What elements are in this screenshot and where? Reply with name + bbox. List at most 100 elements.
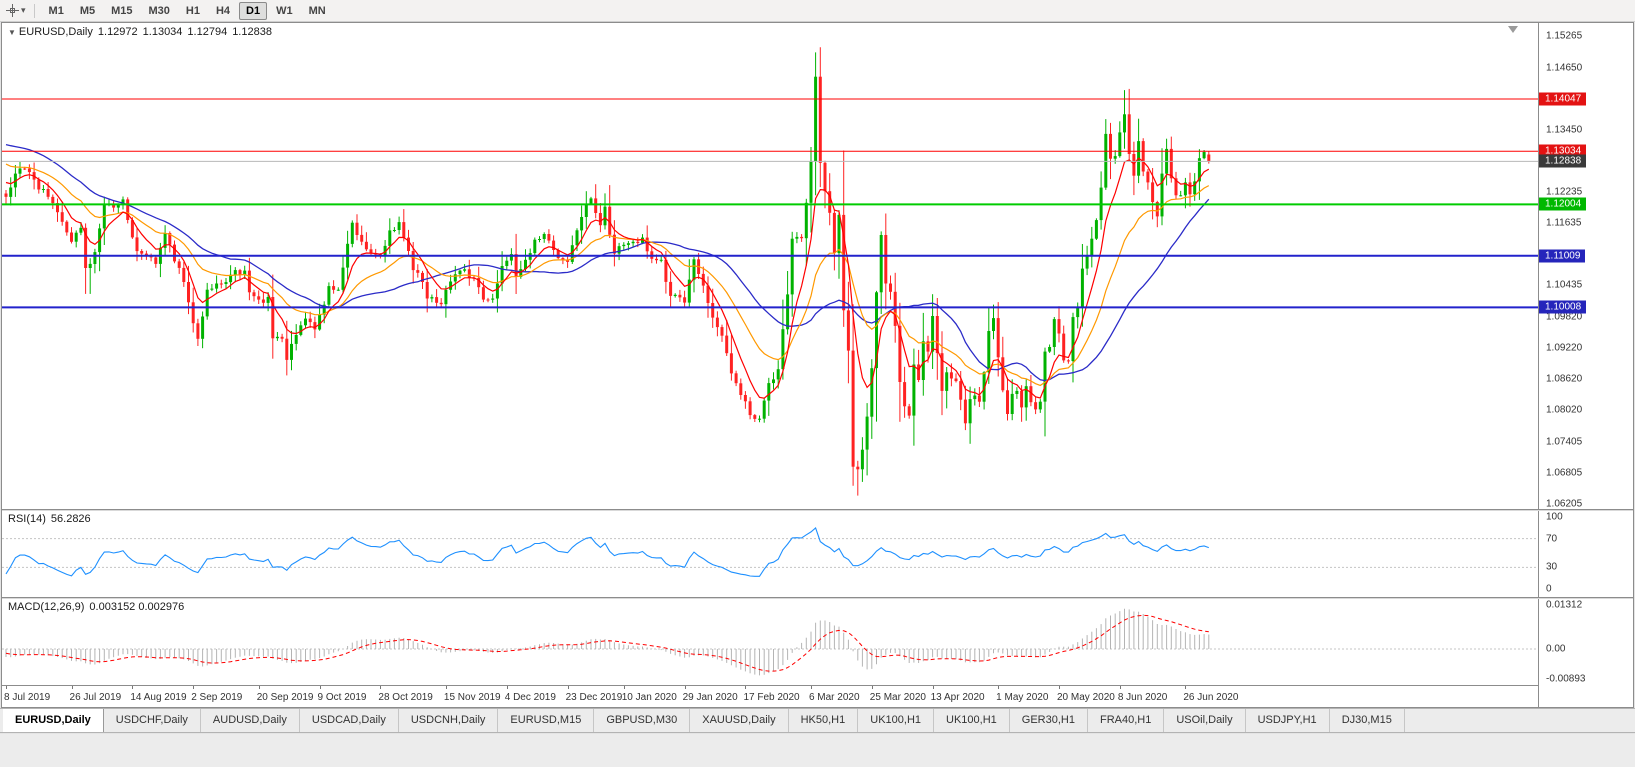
macd-values: 0.003152 0.002976 (89, 601, 185, 613)
macd-title: MACD(12,26,9) (8, 601, 85, 613)
symbol-tab-usdchf-daily[interactable]: USDCHF,Daily (104, 709, 201, 732)
date-label: 13 Apr 2020 (930, 692, 985, 703)
price-level-badge: 1.13034 (1539, 144, 1587, 158)
timeframe-buttons: M1 M5 M15 M30 H1 H4 D1 W1 MN (41, 1, 334, 20)
collapse-arrow-icon[interactable]: ▼ (8, 28, 16, 37)
date-label: 2 Sep 2019 (191, 692, 243, 703)
symbol-tab-dj30-m15[interactable]: DJ30,M15 (1330, 709, 1405, 732)
chart-shift-marker[interactable] (1508, 26, 1518, 33)
price-chart-pane[interactable] (2, 23, 1538, 509)
price-scale-label: 1.10435 (1546, 279, 1583, 291)
top-toolbar: ▾ M1 M5 M15 M30 H1 H4 D1 W1 MN (0, 0, 1635, 22)
pane-divider-rsi[interactable] (2, 509, 1633, 511)
date-label: 6 Mar 2020 (808, 692, 860, 703)
symbol-tab-gbpusd-m30[interactable]: GBPUSD,M30 (594, 709, 691, 732)
timeframe-button-mn[interactable]: MN (308, 4, 326, 17)
symbol-tab-uk100-h1[interactable]: UK100,H1 (858, 709, 935, 732)
date-tick (71, 686, 73, 689)
date-label: 25 Mar 2020 (869, 692, 926, 703)
rsi-pane[interactable] (2, 511, 1538, 597)
price-scale-label: 1.09820 (1546, 311, 1583, 323)
timeframe-button-w1[interactable]: W1 (276, 4, 293, 17)
symbol-tab-ger30-h1[interactable]: GER30,H1 (1010, 709, 1088, 732)
ohlc-low: 1.12794 (187, 26, 228, 38)
price-scale-label: 1.13450 (1546, 124, 1583, 136)
date-axis[interactable]: 8 Jul 2019 26 Jul 2019 14 Aug 2019 2 Sep 20… (2, 685, 1538, 707)
symbol-tab-usdcnh-daily[interactable]: USDCNH,Daily (399, 709, 499, 732)
status-bar (0, 734, 1635, 767)
date-label: 1 May 2020 (996, 692, 1049, 703)
price-level-badge: 1.10008 (1539, 300, 1587, 314)
date-tick (258, 686, 260, 689)
symbol-tab-uk100-h1[interactable]: UK100,H1 (934, 709, 1010, 732)
date-tick (1185, 686, 1187, 689)
symbol-tab-eurusd-m15[interactable]: EURUSD,M15 (498, 709, 595, 732)
timeframe-button-m5[interactable]: M5 (79, 4, 96, 17)
date-label: 8 Jul 2019 (4, 692, 51, 703)
macd-signal-line (5, 614, 1209, 672)
rsi-scale-label: 100 (1546, 511, 1563, 523)
date-label: 26 Jun 2020 (1183, 692, 1239, 703)
macd-pane[interactable] (2, 599, 1538, 685)
date-tick (445, 686, 447, 689)
date-label: 28 Oct 2019 (378, 692, 433, 703)
timeframe-button-m1[interactable]: M1 (48, 4, 64, 17)
price-level-badge: 1.11009 (1539, 249, 1586, 263)
rsi-value: 56.2826 (50, 513, 91, 525)
toolbar-separator (33, 3, 35, 18)
symbol-tab-usdjpy-h1[interactable]: USDJPY,H1 (1246, 709, 1330, 732)
ma-fast-line (5, 157, 1210, 399)
date-tick (932, 686, 934, 689)
crosshair-tool-icon[interactable] (5, 4, 20, 17)
date-tick (506, 686, 508, 689)
date-tick (193, 686, 195, 689)
symbol-title: EURUSD,Daily (18, 26, 93, 38)
rsi-line (5, 527, 1209, 577)
rsi-scale-label: 70 (1546, 533, 1558, 545)
chart-header: ▼ EURUSD,Daily 1.12972 1.13034 1.12794 1.1283… (8, 26, 277, 38)
date-label: 29 Jan 2020 (682, 692, 738, 703)
date-label: 20 May 2020 (1057, 692, 1115, 703)
ma-slow-line (5, 143, 1210, 382)
symbol-tab-fra40-h1[interactable]: FRA40,H1 (1088, 709, 1165, 732)
date-tick (810, 686, 812, 689)
date-tick (380, 686, 382, 689)
price-scale-label: 1.12235 (1546, 186, 1583, 198)
price-level-badge: 1.12838 (1539, 154, 1587, 168)
date-label: 8 Jun 2020 (1117, 692, 1168, 703)
price-axis[interactable]: 1.15265 1.14650 1.13450 1.12235 1.11635 1.104… (1538, 23, 1633, 707)
price-level-badge: 1.12004 (1539, 197, 1587, 211)
price-scale-label: 1.08620 (1546, 373, 1583, 385)
timeframe-button-d1[interactable]: D1 (239, 1, 268, 20)
rsi-scale-label: 0 (1546, 583, 1552, 595)
macd-histogram (5, 608, 1210, 676)
chart-window: ▼ EURUSD,Daily 1.12972 1.13034 1.12794 1.1283… (1, 22, 1634, 708)
symbol-tab-usdcad-daily[interactable]: USDCAD,Daily (300, 709, 399, 732)
symbol-tab-usoil-daily[interactable]: USOil,Daily (1164, 709, 1246, 732)
date-tick (567, 686, 569, 689)
timeframe-button-h1[interactable]: H1 (185, 4, 200, 17)
ohlc-high: 1.13034 (142, 26, 183, 38)
timeframe-button-h4[interactable]: H4 (215, 4, 231, 17)
rsi-scale-label: 30 (1546, 561, 1558, 573)
price-scale-label: 1.09220 (1546, 342, 1583, 354)
ohlc-close: 1.12838 (232, 26, 272, 38)
date-tick (1119, 686, 1121, 689)
date-tick (871, 686, 873, 689)
candles-layer (4, 47, 1211, 496)
toolbar-dropdown-caret[interactable]: ▾ (21, 5, 26, 15)
price-scale-label: 1.14650 (1546, 62, 1583, 74)
timeframe-button-m15[interactable]: M15 (111, 4, 133, 17)
date-label: 17 Feb 2020 (743, 692, 800, 703)
symbol-tab-xauusd-daily[interactable]: XAUUSD,Daily (690, 709, 789, 732)
pane-divider-macd[interactable] (2, 597, 1633, 599)
date-tick (998, 686, 1000, 689)
symbol-tab-hk50-h1[interactable]: HK50,H1 (789, 709, 859, 732)
symbol-tab-eurusd-daily[interactable]: EURUSD,Daily (3, 709, 104, 732)
date-label: 9 Oct 2019 (317, 692, 367, 703)
date-tick (1059, 686, 1060, 689)
price-scale-label: 1.06805 (1546, 467, 1583, 479)
macd-scale-label: 0.01312 (1546, 599, 1583, 611)
symbol-tab-audusd-daily[interactable]: AUDUSD,Daily (201, 709, 300, 732)
timeframe-button-m30[interactable]: M30 (148, 4, 170, 17)
